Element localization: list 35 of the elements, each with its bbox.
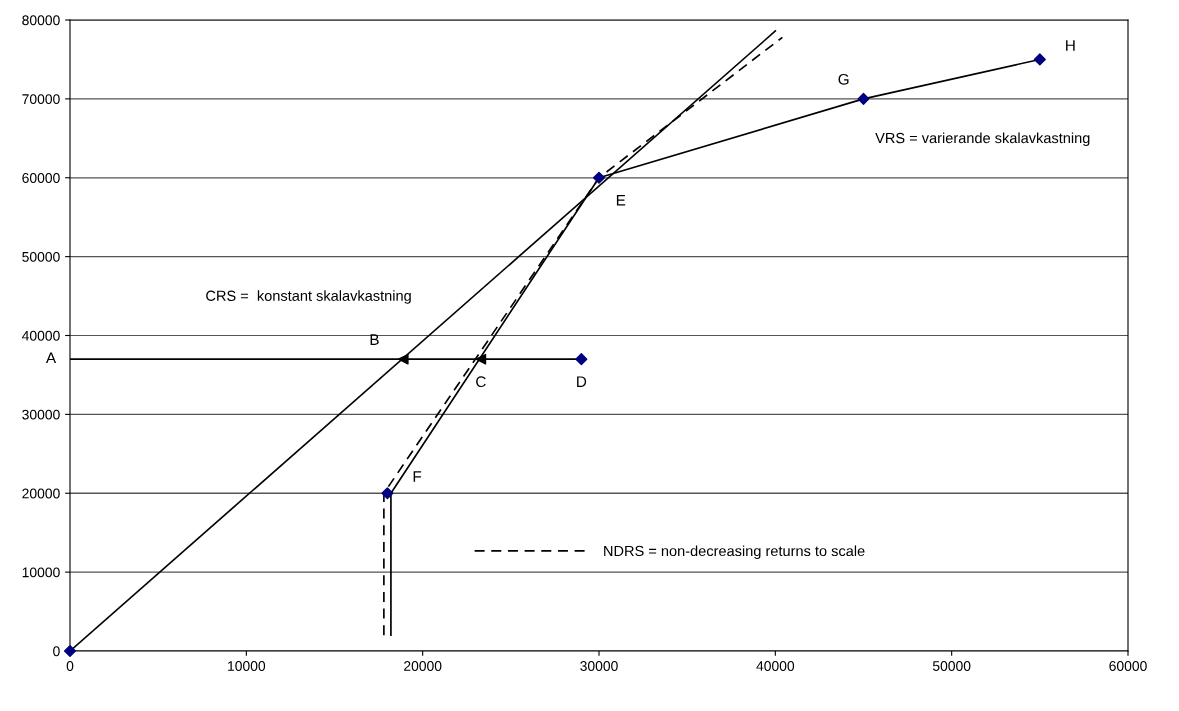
x-tick-label: 60000 xyxy=(1109,661,1147,671)
y-tick-label: 10000 xyxy=(22,567,60,578)
y-tick-label: 40000 xyxy=(21,330,60,341)
annotation: A xyxy=(45,352,57,364)
y-tick-label: 50000 xyxy=(22,251,60,262)
x-tick-label: 30000 xyxy=(580,661,618,671)
x-tick-label: 50000 xyxy=(932,661,971,671)
text: NDRS = non-decreasing returns to scale xyxy=(604,545,865,559)
y-tick-label: 60000 xyxy=(22,173,60,183)
point xyxy=(381,487,394,500)
point xyxy=(63,644,77,658)
point xyxy=(857,92,870,105)
x-tick-label: 0 xyxy=(66,661,74,671)
annotation: G xyxy=(838,73,849,85)
point xyxy=(475,353,487,365)
point xyxy=(592,171,606,184)
annotation: D xyxy=(577,376,587,387)
y-tick-label: 70000 xyxy=(22,94,60,105)
point xyxy=(397,353,409,365)
y-tick-label: 30000 xyxy=(22,409,60,420)
annotation: E xyxy=(616,194,626,206)
point xyxy=(575,353,588,366)
x-tick-label: 20000 xyxy=(404,661,442,671)
y-tick-label: 20000 xyxy=(22,488,60,499)
annotation: B xyxy=(370,334,379,345)
annotation: CRS = konstant skalavkastning xyxy=(206,290,411,304)
annotation: F xyxy=(413,471,422,482)
x-tick-label: 40000 xyxy=(756,661,795,671)
y-tick-label: 0 xyxy=(53,646,60,657)
point xyxy=(1033,53,1046,66)
x-tick-label: 10000 xyxy=(228,661,266,671)
annotation: C xyxy=(476,376,486,388)
annotation: VRS = varierande skalavkastning xyxy=(875,132,1090,147)
y-tick-label: 80000 xyxy=(22,15,60,26)
annotation: H xyxy=(1066,40,1075,51)
